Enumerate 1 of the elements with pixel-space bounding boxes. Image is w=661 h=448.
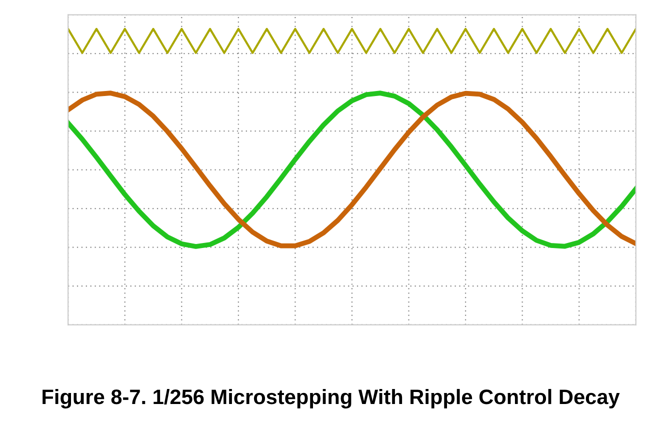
- text: Figure 8-7. 1/256 Microstepping With Ripple Control Decay: [42, 388, 620, 408]
